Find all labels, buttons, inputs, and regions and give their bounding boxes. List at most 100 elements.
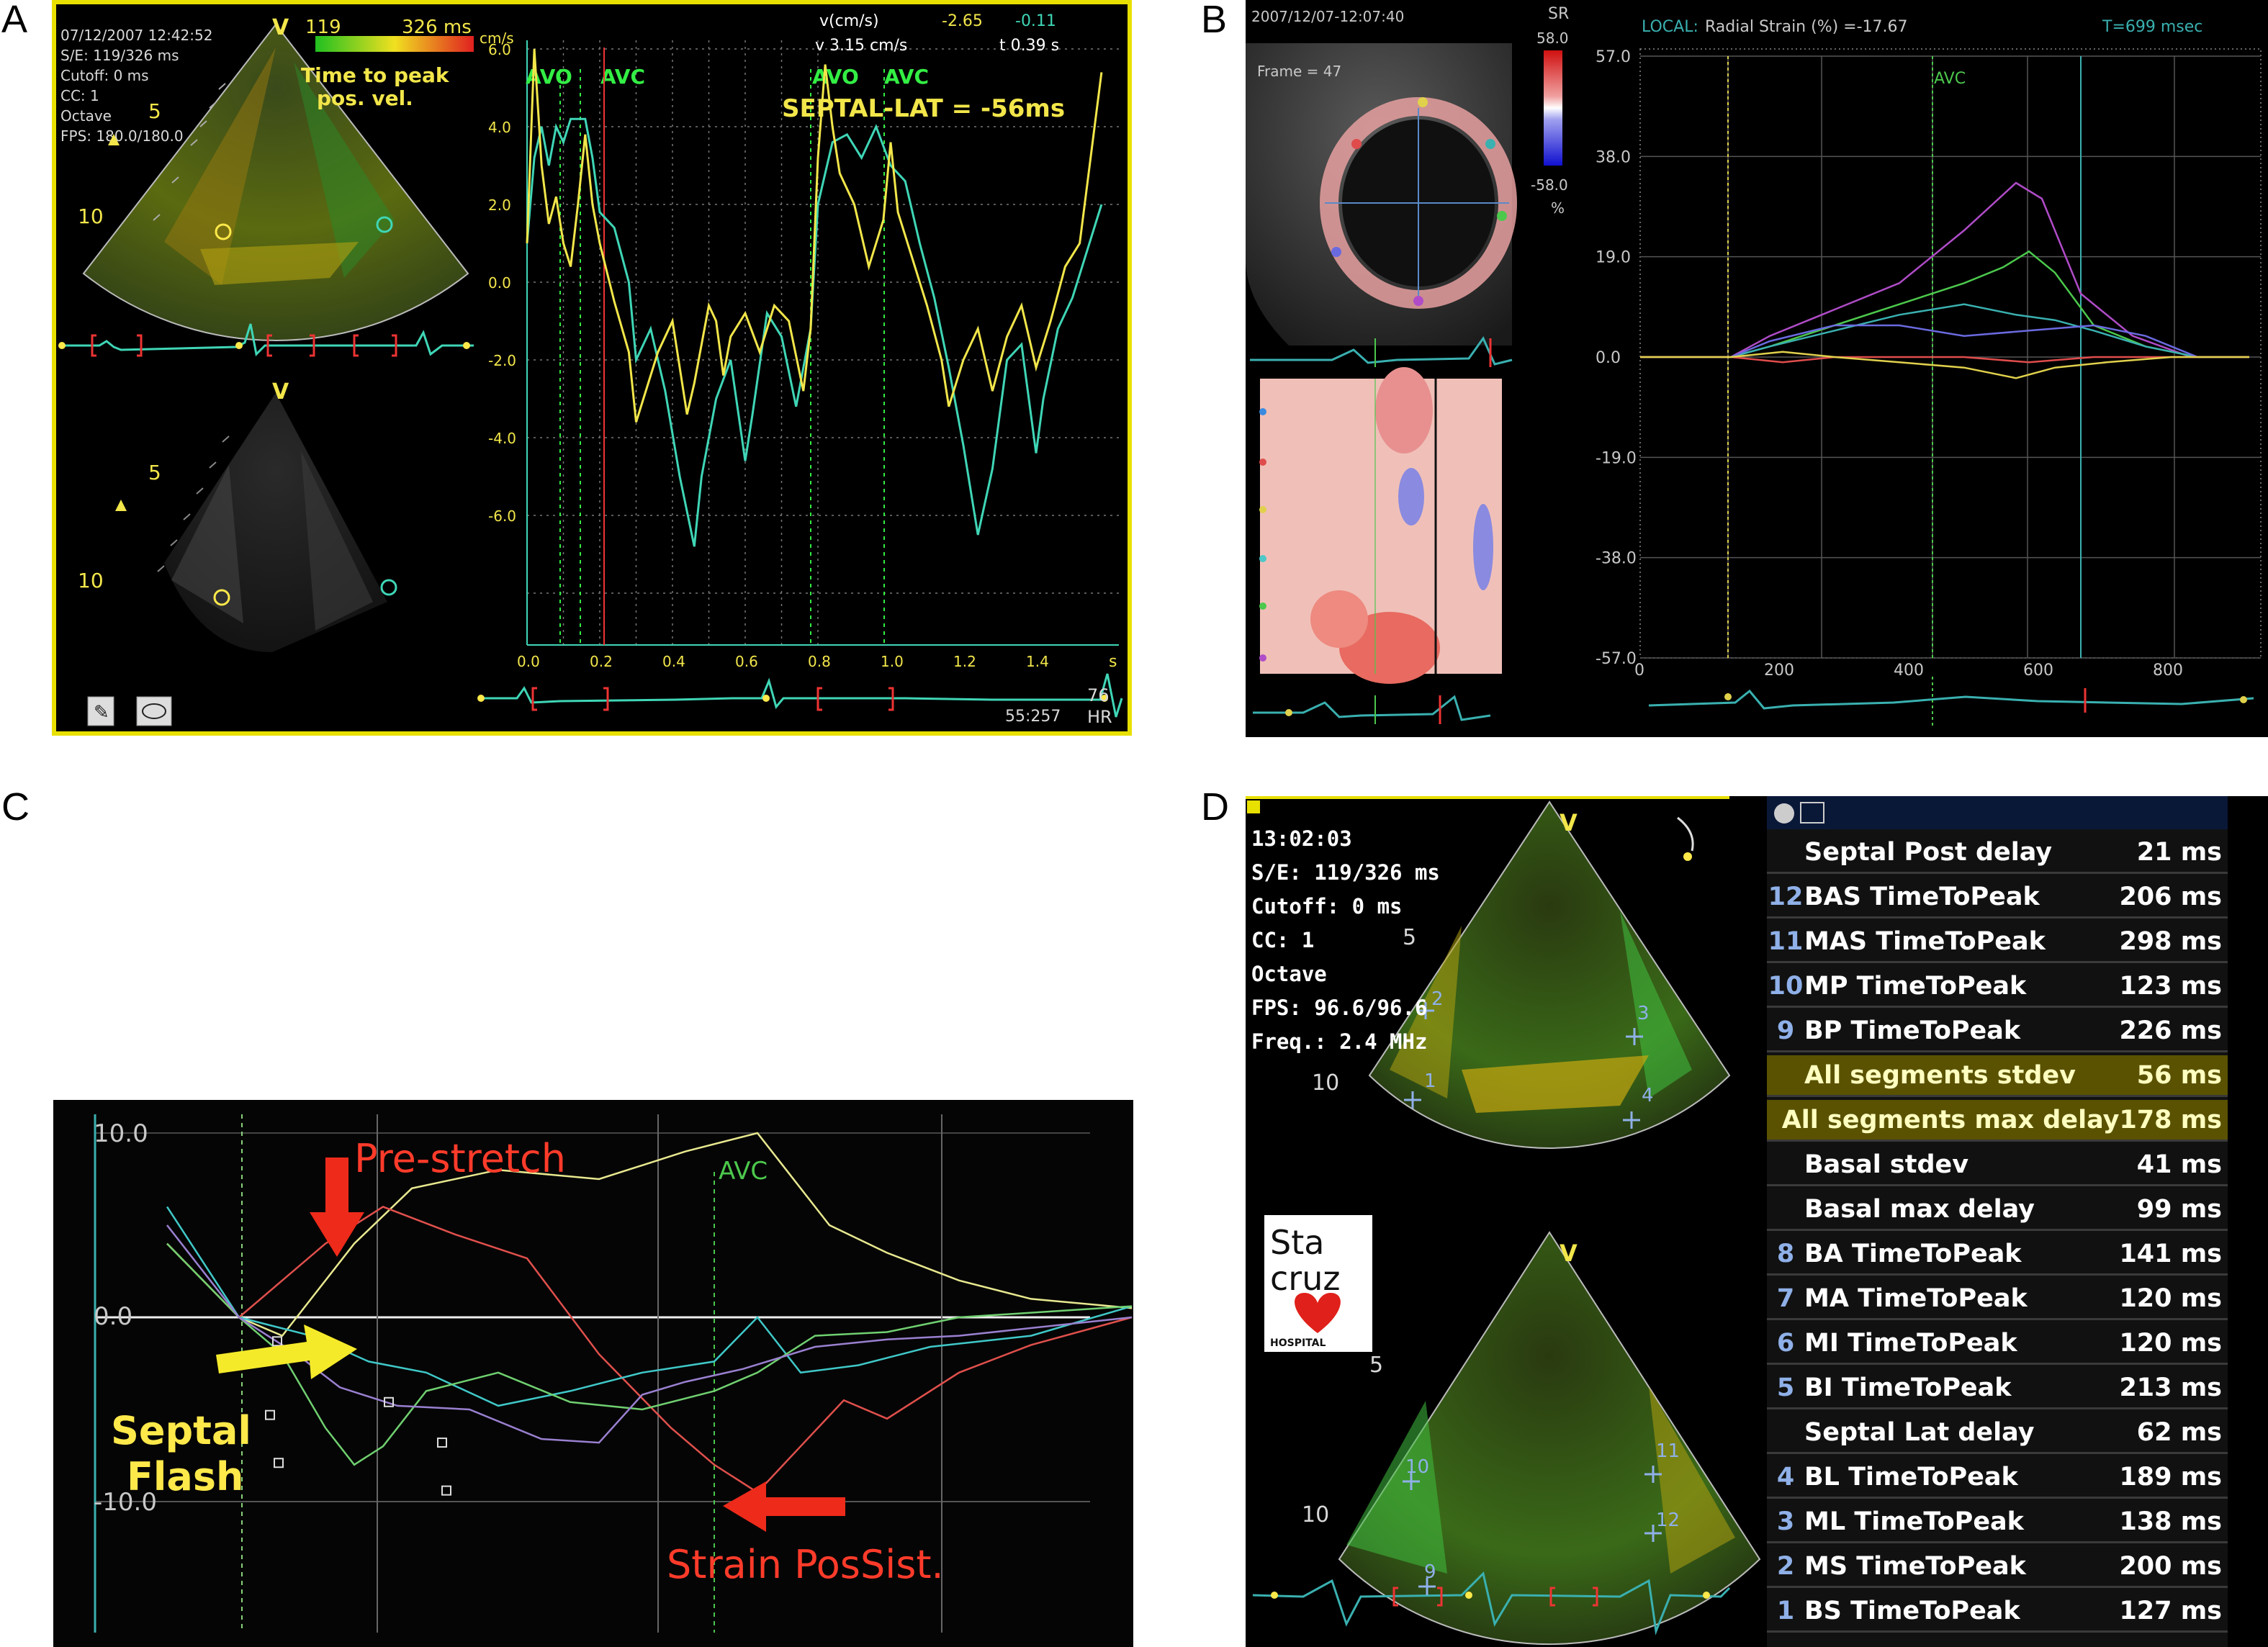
svg-text:HOSPITAL: HOSPITAL: [1270, 1337, 1326, 1349]
roi-circle-lateral-bottom[interactable]: [380, 579, 397, 596]
table-row[interactable]: 11 MAS TimeToPeak 298 ms: [1767, 921, 2228, 963]
c-strain-curve-0: [166, 1132, 1133, 1337]
a-info-2: CC: 1: [60, 87, 99, 104]
a-colorbar-left: 119: [305, 17, 341, 38]
short-axis-image: [1246, 43, 1517, 346]
a-ecg-top: [60, 323, 474, 357]
row-label: MP TimeToPeak: [1804, 971, 2027, 1001]
a-xtick: 0.2: [590, 653, 613, 670]
row-label: MAS TimeToPeak: [1804, 926, 2046, 956]
table-row[interactable]: All segments stdev 56 ms: [1767, 1055, 2228, 1097]
svg-text:Sta: Sta: [1270, 1223, 1324, 1262]
row-number: 11: [1768, 926, 1804, 956]
row-number: 10: [1768, 971, 1804, 1001]
record-icon[interactable]: [1774, 803, 1794, 823]
table-row[interactable]: 4 BL TimeToPeak 189 ms: [1767, 1457, 2228, 1499]
table-row[interactable]: Septal Post delay 21 ms: [1767, 832, 2228, 874]
table-row[interactable]: 8 BA TimeToPeak 141 ms: [1767, 1234, 2228, 1276]
b-ytick: 57.0: [1596, 48, 1631, 66]
row-value: 298 ms: [2119, 926, 2222, 956]
table-row[interactable]: Basal max delay 99 ms: [1767, 1189, 2228, 1231]
marker-4: 4: [1642, 1085, 1654, 1106]
svg-text:cruz: cruz: [1270, 1259, 1341, 1298]
a-xtick: 1.4: [1026, 653, 1049, 670]
row-number: 8: [1776, 1239, 1795, 1268]
row-value: 127 ms: [2119, 1596, 2222, 1625]
marker-1: 1: [1424, 1070, 1436, 1092]
c-y-bottom: -10.0: [94, 1488, 157, 1517]
c-y-zero: 0.0: [94, 1302, 132, 1331]
row-value: 206 ms: [2119, 882, 2222, 911]
table-row[interactable]: 2 MS TimeToPeak 200 ms: [1767, 1546, 2228, 1588]
c-y-top: 10.0: [94, 1119, 148, 1148]
b-sr-label: SR: [1548, 5, 1569, 23]
a-depth-5-bottom: 5: [148, 461, 161, 484]
a-xtick: 1.2: [953, 653, 976, 670]
b-ytick: -19.0: [1596, 449, 1637, 467]
row-value: 178 ms: [2119, 1105, 2222, 1134]
roi-circle-lateral[interactable]: [376, 216, 393, 233]
b-xtick: 400: [1894, 662, 1924, 680]
table-row[interactable]: 7 MA TimeToPeak 120 ms: [1767, 1278, 2228, 1320]
roi-circle-septal-bottom[interactable]: [213, 589, 230, 606]
panel-b-radial-strain: 2007/12/07-12:07:40 Frame = 47 SR 58.0 -…: [1246, 0, 2268, 737]
c-peak-marker: [437, 1438, 447, 1448]
table-row[interactable]: 5 BI TimeToPeak 213 ms: [1767, 1368, 2228, 1409]
table-row[interactable]: 12 BAS TimeToPeak 206 ms: [1767, 877, 2228, 919]
tabs-icon[interactable]: [1800, 802, 1824, 823]
a-depth-10-bottom: 10: [78, 569, 104, 592]
table-row[interactable]: Septal Lat delay 62 ms: [1767, 1412, 2228, 1454]
a-info-1: Cutoff: 0 ms: [60, 67, 149, 84]
row-number: 6: [1776, 1328, 1795, 1358]
a-annotation: SEPTAL-LAT = -56ms: [782, 94, 1065, 123]
marker-11: 11: [1656, 1440, 1680, 1462]
sta-cruz-hospital-logo: Sta cruz HOSPITAL: [1264, 1215, 1372, 1352]
panel-label-a: A: [1, 0, 28, 41]
b-strain-curve-red: [1640, 356, 2249, 364]
a-depth-10-top: 10: [78, 204, 104, 228]
tvi-sector-top: [82, 23, 469, 341]
panel-label-c: C: [1, 785, 30, 829]
table-row[interactable]: 10 MP TimeToPeak 123 ms: [1767, 966, 2228, 1008]
row-number: 9: [1776, 1016, 1795, 1045]
b-strain-curve-cyan: [1640, 303, 2249, 358]
panel-a-tissue-velocity: 07/12/2007 12:42:52 S/E: 119/326 ms Cuto…: [52, 0, 1132, 736]
b-scale-top: 58.0: [1536, 30, 1569, 47]
row-label: BA TimeToPeak: [1804, 1239, 2022, 1268]
a-legend-2: pos. vel.: [317, 86, 413, 110]
row-label: BS TimeToPeak: [1804, 1596, 2020, 1625]
table-row[interactable]: 9 BP TimeToPeak 226 ms: [1767, 1011, 2228, 1052]
c-strain-curve-1: [166, 1206, 1133, 1494]
a-x-unit: s: [1109, 653, 1117, 671]
d-depth-10-top: 10: [1312, 1070, 1339, 1096]
row-value: 226 ms: [2119, 1016, 2222, 1045]
c-avc-label: AVC: [719, 1157, 768, 1186]
table-row[interactable]: 3 ML TimeToPeak 138 ms: [1767, 1502, 2228, 1543]
pencil-tool-button[interactable]: [87, 696, 114, 726]
a-ytick: 6.0: [488, 41, 511, 58]
a-info-3: Octave: [60, 107, 112, 125]
roi-circle-septal[interactable]: [215, 223, 232, 240]
table-row[interactable]: 1 BS TimeToPeak 127 ms: [1767, 1591, 2228, 1633]
row-value: 21 ms: [2136, 837, 2222, 867]
table-row[interactable]: 6 MI TimeToPeak 120 ms: [1767, 1323, 2228, 1365]
row-label: MS TimeToPeak: [1804, 1551, 2026, 1581]
panel-a-svg: 07/12/2007 12:42:52 S/E: 119/326 ms Cuto…: [58, 12, 1126, 727]
a-info-0: S/E: 119/326 ms: [60, 47, 179, 64]
pre-stretch-arrow: [310, 1158, 364, 1257]
table-row[interactable]: All segments max delay 178 ms: [1767, 1100, 2228, 1142]
d-tvi-sector-bottom: [1338, 1231, 1761, 1646]
a-readout-v: v 3.15 cm/s: [815, 37, 907, 55]
a-avc-label-2: AVC: [884, 65, 929, 89]
a-ytick: 4.0: [488, 119, 511, 136]
table-row[interactable]: Basal stdev 41 ms: [1767, 1145, 2228, 1186]
marker-10: 10: [1405, 1456, 1429, 1478]
a-ytick: -6.0: [488, 507, 516, 525]
strain-possist-arrow: [723, 1481, 845, 1532]
a-ytick: 2.0: [488, 197, 511, 214]
row-number: 3: [1776, 1507, 1795, 1536]
row-value: 120 ms: [2119, 1328, 2222, 1358]
b-strain-curve-yellow: [1640, 351, 2249, 379]
row-number: 1: [1776, 1596, 1795, 1625]
row-label: All segments stdev: [1804, 1060, 2076, 1090]
